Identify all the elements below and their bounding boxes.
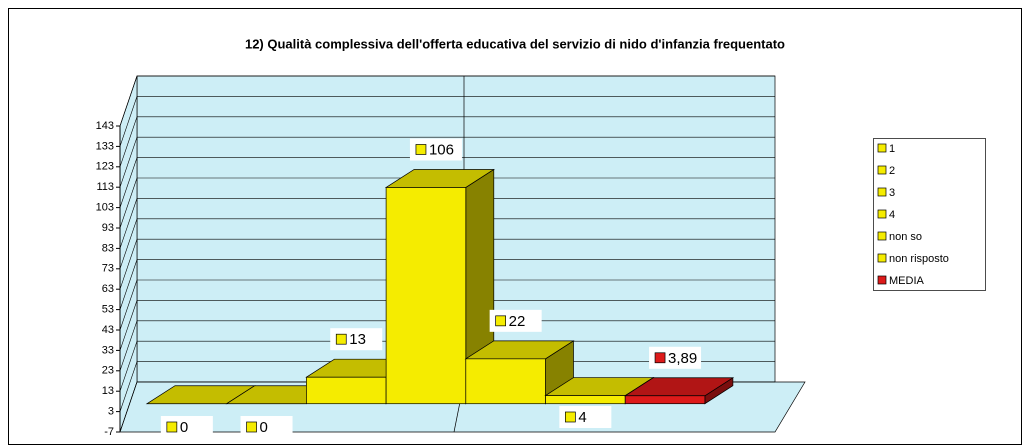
data-label-text: 0 bbox=[180, 419, 188, 436]
legend-key bbox=[877, 275, 887, 285]
grid-line bbox=[119, 137, 138, 188]
data-label-box bbox=[489, 309, 542, 332]
grid-line bbox=[119, 341, 138, 392]
bar bbox=[385, 187, 467, 405]
grid-line bbox=[119, 239, 138, 290]
grid-line bbox=[119, 259, 138, 310]
grid-line bbox=[119, 218, 138, 269]
y-tick-label: 113 bbox=[96, 181, 114, 193]
legend-key bbox=[877, 231, 887, 241]
data-label-key bbox=[495, 315, 506, 327]
data-label-text: 106 bbox=[429, 141, 454, 158]
legend-key bbox=[877, 143, 887, 153]
data-label: 13 bbox=[330, 328, 383, 351]
y-tick-label: 13 bbox=[102, 385, 114, 397]
data-label-text: 4 bbox=[578, 409, 586, 426]
data-label-box bbox=[240, 416, 293, 438]
data-label-box bbox=[160, 416, 213, 438]
legend-label: non risposto bbox=[889, 253, 949, 265]
y-tick-label: 73 bbox=[102, 263, 114, 275]
y-tick-label: -7 bbox=[104, 426, 114, 438]
bar bbox=[306, 376, 387, 405]
grid-line bbox=[119, 279, 138, 331]
side-wall bbox=[119, 75, 138, 433]
legend-label: 2 bbox=[889, 165, 895, 177]
legend-box bbox=[873, 138, 986, 291]
grid-line bbox=[119, 198, 138, 249]
y-tick-label: 23 bbox=[102, 365, 114, 377]
legend-label: MEDIA bbox=[889, 275, 925, 287]
data-label-key bbox=[564, 411, 576, 423]
legend-label: 3 bbox=[889, 187, 895, 199]
data-label-text: 3,89 bbox=[668, 350, 697, 367]
data-label-text: 22 bbox=[509, 313, 526, 330]
bar bbox=[465, 358, 546, 405]
grid-line bbox=[119, 96, 138, 147]
y-tick-label: 93 bbox=[102, 222, 114, 234]
legend-key bbox=[877, 253, 887, 263]
y-tick-label: 3 bbox=[108, 406, 114, 418]
legend-key bbox=[877, 187, 887, 197]
data-label-text: 13 bbox=[349, 331, 366, 348]
y-tick-label: 83 bbox=[102, 242, 114, 254]
data-label-key bbox=[415, 144, 427, 155]
data-label-key bbox=[166, 421, 178, 433]
y-tick-label: 33 bbox=[102, 344, 114, 356]
data-label-key bbox=[335, 333, 347, 345]
data-label: 22 bbox=[489, 309, 542, 332]
legend-label: 1 bbox=[889, 143, 895, 155]
grid-line bbox=[119, 75, 138, 127]
data-label-key bbox=[654, 352, 666, 364]
data-label-key bbox=[246, 421, 257, 433]
y-tick-label: 63 bbox=[102, 283, 114, 295]
data-label-box bbox=[330, 328, 383, 351]
grid-line bbox=[119, 320, 138, 371]
data-label-box bbox=[649, 346, 702, 369]
data-label-box bbox=[559, 406, 612, 428]
grid-line bbox=[119, 157, 138, 208]
data-label: 0 bbox=[160, 416, 213, 438]
chart-title: 12) Qualità complessiva dell'offerta edu… bbox=[245, 36, 785, 51]
data-label: 0 bbox=[240, 416, 293, 438]
legend-label: non so bbox=[889, 231, 922, 243]
data-label-text: 0 bbox=[260, 419, 268, 436]
y-tick-label: 123 bbox=[96, 161, 114, 173]
legend-key bbox=[877, 165, 887, 175]
bar bbox=[545, 395, 626, 405]
grid-line bbox=[119, 381, 138, 433]
data-label-box bbox=[409, 138, 462, 161]
grid-line bbox=[119, 361, 138, 412]
y-tick-label: 43 bbox=[102, 324, 114, 336]
y-tick-label: 143 bbox=[96, 120, 114, 132]
y-tick-label: 103 bbox=[96, 202, 114, 214]
data-label: 3,89 bbox=[649, 346, 702, 369]
legend-label: 4 bbox=[889, 209, 895, 221]
grid-line bbox=[119, 116, 138, 167]
data-label: 106 bbox=[409, 138, 462, 161]
legend-key bbox=[877, 209, 887, 219]
grid-line bbox=[119, 177, 138, 229]
bar bbox=[624, 395, 706, 405]
y-tick-label: 53 bbox=[102, 304, 114, 316]
grid-line bbox=[119, 300, 138, 351]
y-tick-label: 133 bbox=[96, 140, 114, 152]
data-label: 4 bbox=[559, 406, 612, 428]
